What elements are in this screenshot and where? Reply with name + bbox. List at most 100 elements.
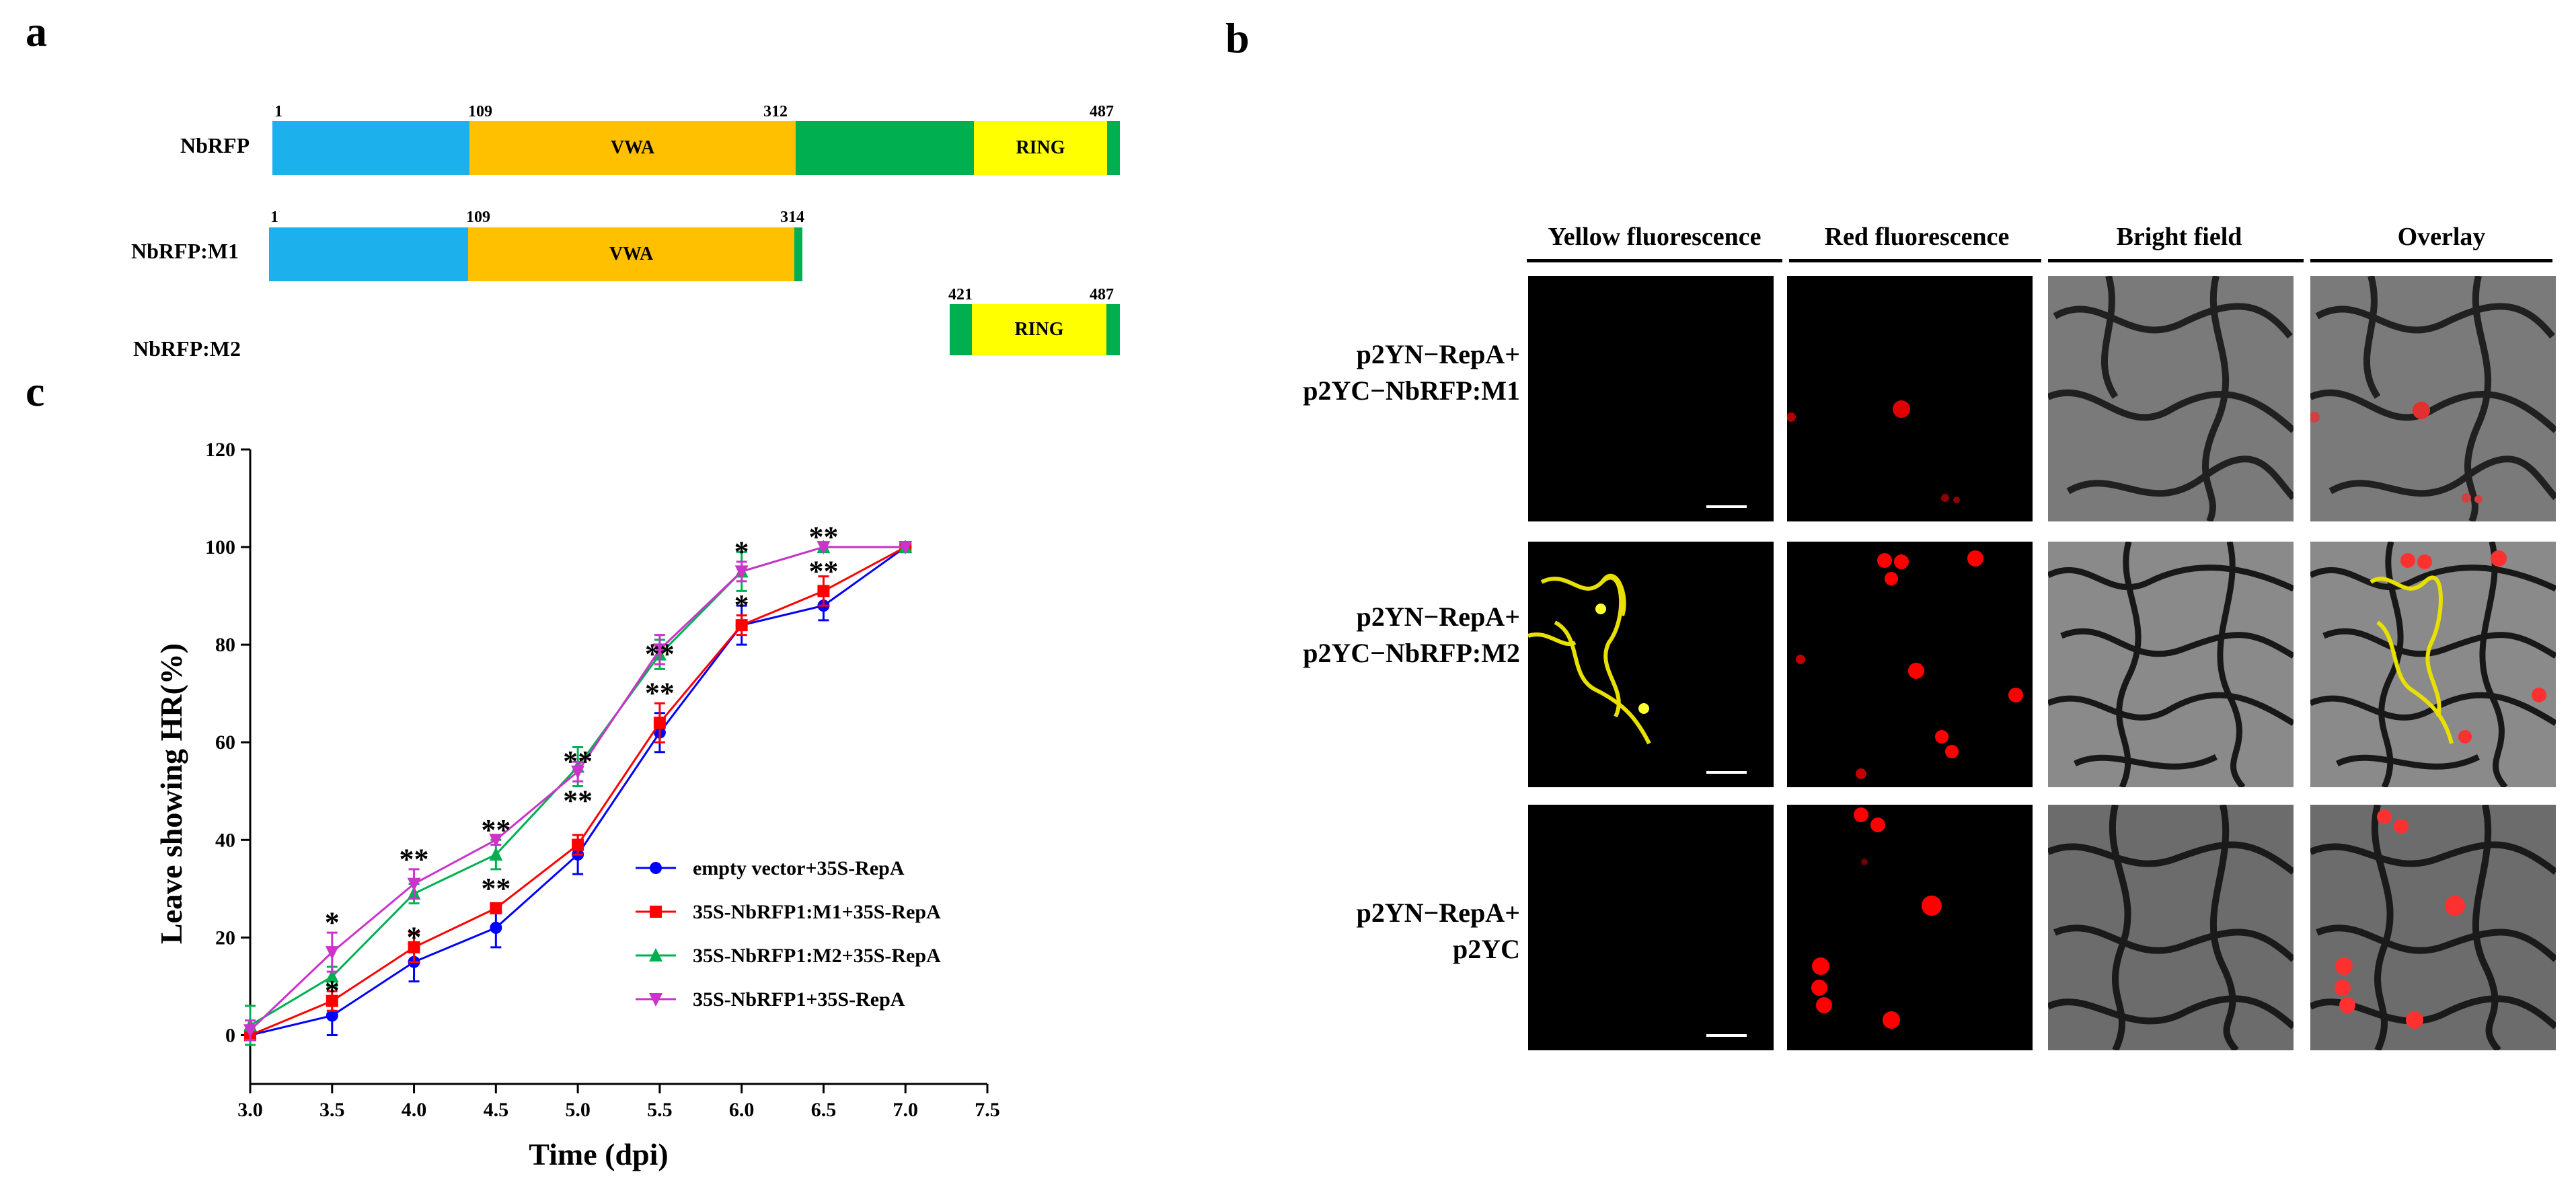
m1-pos-1: 1 <box>270 209 278 226</box>
significance-mark: * <box>325 974 340 1007</box>
significance-mark: ** <box>481 872 510 905</box>
data-point <box>326 1009 338 1022</box>
m1-c-terminal-domain <box>794 227 802 281</box>
y-tick-label: 40 <box>215 829 235 851</box>
m2-pos-487: 487 <box>1090 286 1114 303</box>
image-r3-bright <box>2048 805 2294 1050</box>
col-underline-2 <box>1789 259 2041 262</box>
significance-mark: ** <box>481 813 510 846</box>
col-underline-1 <box>1527 259 1782 262</box>
m1-pos-314: 314 <box>780 209 804 226</box>
m2-linker-domain <box>950 304 972 355</box>
pos-109: 109 <box>468 103 492 120</box>
m1-vwa-domain: VWA <box>468 227 794 281</box>
pos-312: 312 <box>763 103 788 120</box>
col-underline-4 <box>2310 259 2552 262</box>
m2-ring-domain: RING <box>972 304 1106 355</box>
significance-mark: * <box>407 920 422 953</box>
x-tick-label: 4.0 <box>402 1099 427 1121</box>
x-tick-label: 7.0 <box>893 1099 918 1121</box>
significance-mark: ** <box>645 677 675 710</box>
c-terminal-domain <box>1107 121 1120 175</box>
legend-marker <box>649 948 662 961</box>
x-axis-label: Time (dpi) <box>529 1137 668 1171</box>
significance-mark: ** <box>808 554 838 587</box>
m2-pos-421: 421 <box>948 286 973 303</box>
significance-mark: ** <box>563 745 593 778</box>
data-point <box>817 541 831 555</box>
legend-marker <box>650 862 662 874</box>
data-point <box>489 834 503 848</box>
legend-marker <box>649 993 662 1007</box>
col-head-red: Red fluorescence <box>1824 223 2010 251</box>
bifc-row-label-2: p2YN−RepA+ p2YC−NbRFP:M2 <box>1244 599 1520 671</box>
bifc-row-2-line1: p2YN−RepA+ <box>1356 602 1520 632</box>
panel-label-b: b <box>1225 14 1250 62</box>
ring-domain: RING <box>974 121 1107 175</box>
bifc-row-label-1: p2YN−RepA+ p2YC−NbRFP:M1 <box>1244 336 1520 409</box>
bifc-row-label-3: p2YN−RepA+ p2YC <box>1244 895 1520 968</box>
data-point <box>407 877 421 892</box>
scale-bar <box>1706 1034 1747 1037</box>
data-point <box>243 1024 257 1038</box>
data-point <box>652 643 667 657</box>
data-point <box>490 902 502 914</box>
col-head-yellow: Yellow fluorescence <box>1548 223 1761 251</box>
y-tick-label: 60 <box>215 731 235 754</box>
y-tick-label: 20 <box>215 926 235 949</box>
y-tick-label: 100 <box>205 536 235 558</box>
image-r3-red <box>1787 805 2033 1050</box>
y-tick-label: 120 <box>205 439 235 461</box>
row-label-m1: NbRFP:M1 <box>131 239 239 263</box>
col-head-bright: Bright field <box>2116 223 2242 251</box>
m2-bar: RING <box>950 304 1120 355</box>
m1-bar: VWA <box>269 227 802 281</box>
legend-label: 35S-NbRFP1:M1+35S-RepA <box>693 901 941 923</box>
image-r2-yellow <box>1528 542 1774 787</box>
x-tick-label: 3.0 <box>237 1099 263 1121</box>
x-tick-label: 6.0 <box>729 1099 755 1121</box>
data-point <box>408 941 420 953</box>
x-tick-label: 6.5 <box>811 1099 837 1121</box>
data-point <box>734 565 749 579</box>
legend-label: 35S-NbRFP1:M2+35S-RepA <box>693 945 941 967</box>
data-point <box>489 847 503 861</box>
significance-mark: ** <box>645 638 675 671</box>
data-point <box>899 541 913 555</box>
bifc-row-1-line2: p2YC−NbRFP:M1 <box>1303 375 1520 406</box>
scale-bar <box>1706 505 1747 508</box>
data-point <box>572 838 584 851</box>
image-r1-overlay <box>2310 276 2556 521</box>
nbrfp-bar: VWA RING <box>272 121 1120 175</box>
image-r1-bright <box>2048 276 2294 521</box>
x-tick-label: 3.5 <box>319 1099 345 1121</box>
row-label-nbrfp: NbRFP <box>180 133 250 157</box>
data-point <box>817 585 830 597</box>
image-r3-yellow <box>1528 805 1774 1050</box>
data-point <box>325 969 339 983</box>
n-terminal-domain <box>272 121 469 175</box>
scale-bar <box>1706 771 1747 774</box>
image-r2-overlay <box>2310 542 2556 787</box>
x-tick-label: 5.0 <box>565 1099 591 1121</box>
significance-mark: * <box>734 589 749 622</box>
x-tick-label: 7.5 <box>975 1099 1000 1121</box>
pos-487: 487 <box>1090 103 1114 120</box>
m1-pos-109: 109 <box>466 209 490 226</box>
data-point <box>325 946 339 960</box>
y-axis-label: Leave showing HR(%) <box>154 643 188 944</box>
y-tick-label: 80 <box>215 634 235 656</box>
data-point <box>653 717 666 729</box>
bifc-row-3-line2: p2YC <box>1452 934 1520 964</box>
col-underline-3 <box>2048 259 2304 262</box>
col-head-overlay: Overlay <box>2397 223 2486 251</box>
y-tick-label: 0 <box>225 1024 235 1046</box>
data-point <box>571 765 585 779</box>
linker-domain <box>796 121 974 175</box>
pos-1: 1 <box>274 103 282 120</box>
data-point <box>490 921 502 934</box>
x-tick-label: 5.5 <box>647 1099 673 1121</box>
panel-label-a: a <box>26 7 47 55</box>
hr-line-chart: 3.0 3.5 4.0 4.5 5.0 5.5 6.0 6.5 7.0 7.5 0 20 40 60 80 1… <box>154 439 1000 1171</box>
image-r1-red <box>1787 276 2033 521</box>
